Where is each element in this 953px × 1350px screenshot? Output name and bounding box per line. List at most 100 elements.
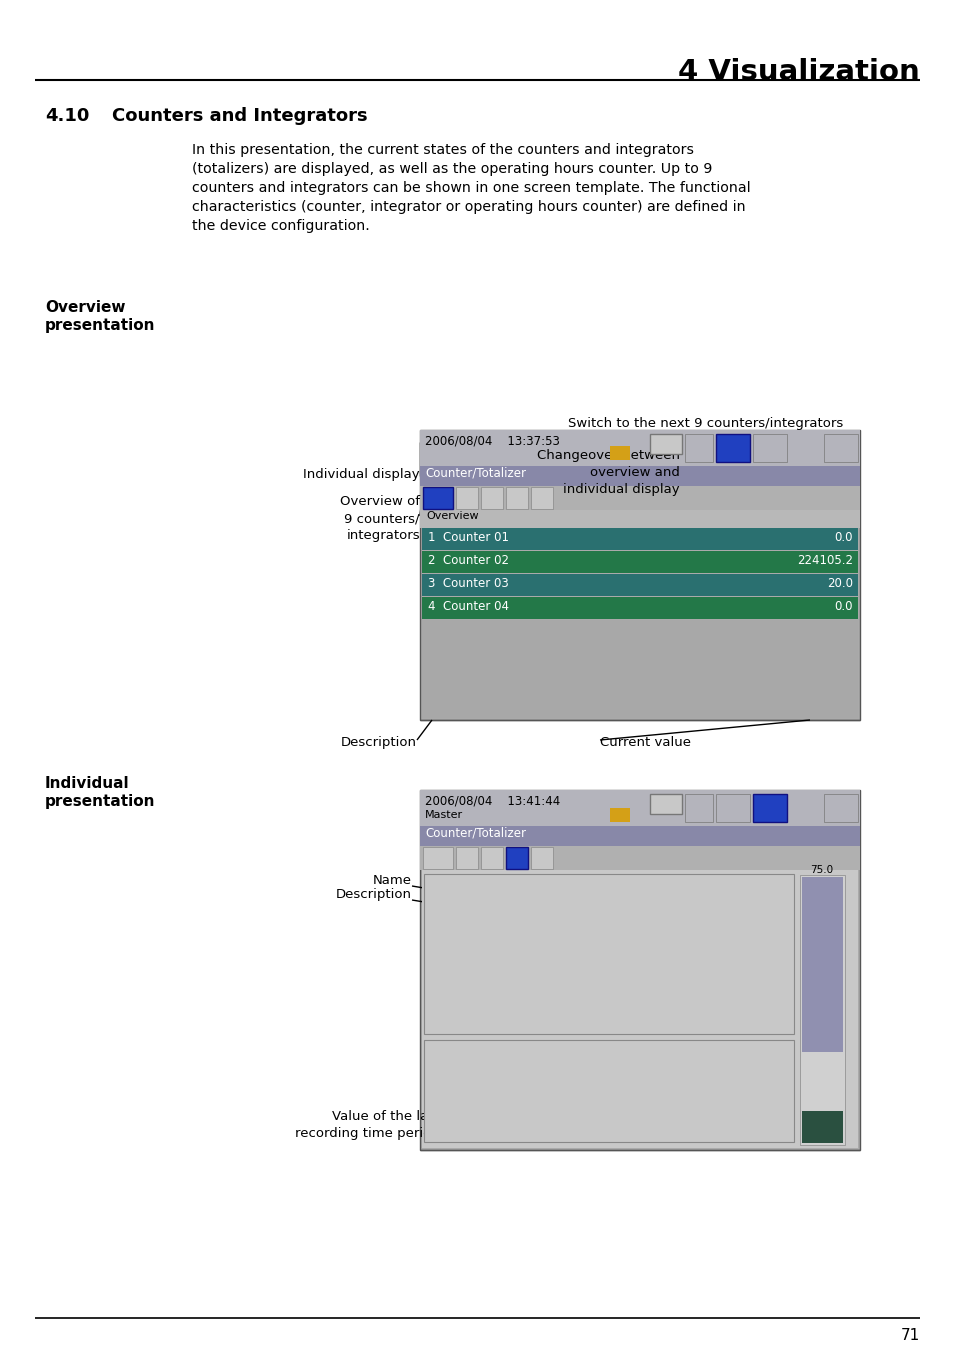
Text: periodical: periodical [430,876,480,886]
Text: Changeover between
overview and
individual display: Changeover between overview and individu… [537,450,679,495]
Text: 0.0: 0.0 [813,1133,829,1143]
Text: Individual: Individual [45,776,130,791]
Bar [823,433,857,462]
Text: presentation: presentation [45,319,155,333]
Text: Overview: Overview [45,300,126,315]
Text: 4: 4 [537,848,545,859]
Bar [716,794,749,822]
Bar [531,846,553,869]
Text: Counters and Integrators: Counters and Integrators [112,107,367,126]
Text: characteristics (counter, integrator or operating hours counter) are defined in: characteristics (counter, integrator or … [192,200,745,215]
Bar [505,487,527,509]
Text: Count03: Count03 [428,891,475,900]
Bar [419,431,859,466]
Text: Counter 03: Counter 03 [428,904,490,915]
Text: presentation: presentation [45,794,155,809]
Text: counters and integrators can be shown in one screen template. The functional: counters and integrators can be shown in… [192,181,750,194]
Text: Overview of
9 counters/
integrators: Overview of 9 counters/ integrators [339,495,419,541]
Bar [421,620,857,718]
Text: 2006/08/04    13:37:53: 2006/08/04 13:37:53 [424,435,559,448]
Bar [419,466,859,486]
Bar [649,433,681,454]
Bar [419,790,859,826]
Text: 2006/08/04  13:40:58 - 2006/08/04  13:41:45: 2006/08/04 13:40:58 - 2006/08/04 13:41:4… [428,918,663,927]
Text: 4.10: 4.10 [45,107,90,126]
Text: ➜: ➜ [836,448,844,458]
Text: Overview: Overview [426,512,478,521]
Text: 3: 3 [513,848,520,859]
Bar [421,528,857,549]
Text: 3: 3 [513,487,520,498]
Text: Name: Name [373,873,412,887]
Text: Master: Master [424,810,462,819]
Text: 2: 2 [488,848,495,859]
Bar [752,794,786,822]
Bar [801,878,842,1052]
Bar [800,875,844,1145]
Bar [421,869,857,1148]
Bar [419,510,859,528]
Text: 0.0: 0.0 [834,531,852,544]
Bar [421,574,857,595]
Text: 4 Visualization: 4 Visualization [678,58,919,86]
Bar [531,487,553,509]
Text: 2: 2 [488,487,495,498]
Bar [505,846,527,869]
Text: 3  Counter 03: 3 Counter 03 [428,576,508,590]
Text: All: All [430,487,446,498]
Bar [419,846,859,869]
Bar [419,790,859,1150]
Text: Current value: Current value [599,736,690,749]
Text: 1  Counter 01: 1 Counter 01 [428,531,509,544]
Text: All: All [431,848,444,859]
Text: 18%: 18% [810,981,833,992]
Bar [480,487,502,509]
Text: In this presentation, the current states of the counters and integrators: In this presentation, the current states… [192,143,693,157]
Bar [609,446,629,460]
Text: Value of the last
recording time period: Value of the last recording time period [294,1110,439,1139]
Text: Counter/Totalizer: Counter/Totalizer [424,828,525,840]
Bar [609,809,629,822]
Text: 2  Counter 02: 2 Counter 02 [428,554,509,567]
Text: 224105.2: 224105.2 [796,554,852,567]
Text: Description: Description [335,888,412,900]
Bar [456,487,477,509]
Text: 33%: 33% [610,810,629,819]
Bar [823,794,857,822]
Text: 71: 71 [900,1328,919,1343]
Text: Switch to the next 9 counters/integrators: Switch to the next 9 counters/integrator… [567,417,842,431]
Text: 0.0: 0.0 [834,599,852,613]
Bar [649,794,681,814]
Bar [421,597,857,620]
Bar [716,433,749,462]
Text: 20.0: 20.0 [826,576,852,590]
Bar [422,487,453,509]
Text: C/I: C/I [833,796,847,806]
Bar [456,846,477,869]
Text: Completed: Completed [430,1042,486,1052]
Bar [423,1040,793,1142]
Text: ▲: ▲ [693,795,703,809]
Bar [752,433,786,462]
Text: the device configuration.: the device configuration. [192,219,370,234]
Text: 5.0: 5.0 [578,1075,632,1104]
Text: ➜: ➜ [836,809,844,818]
Text: Individual display: Individual display [303,468,419,481]
Bar [421,551,857,572]
Bar [419,486,859,510]
Text: (totalizers) are displayed, as well as the operating hours counter. Up to 9: (totalizers) are displayed, as well as t… [192,162,712,176]
Text: 4  Counter 04: 4 Counter 04 [428,599,509,613]
Text: 75.0: 75.0 [810,865,833,875]
Text: CF: CF [659,435,672,446]
Text: 2006/08/04    13:41:44: 2006/08/04 13:41:44 [424,795,559,809]
Text: Current value: Current value [457,1125,548,1138]
Bar [422,846,453,869]
Text: Counter/Totalizer: Counter/Totalizer [424,467,525,481]
Text: C/I: C/I [833,436,847,446]
Text: 14.0: 14.0 [560,954,649,988]
Text: 4: 4 [537,487,545,498]
Text: 1: 1 [463,487,470,498]
Bar [423,873,793,1034]
Text: 2006/08/04  13:33:44  -  2006/08/04 13:00:58: 2006/08/04 13:33:44 - 2006/08/04 13:00:5… [428,1056,651,1066]
Bar [801,1111,842,1143]
